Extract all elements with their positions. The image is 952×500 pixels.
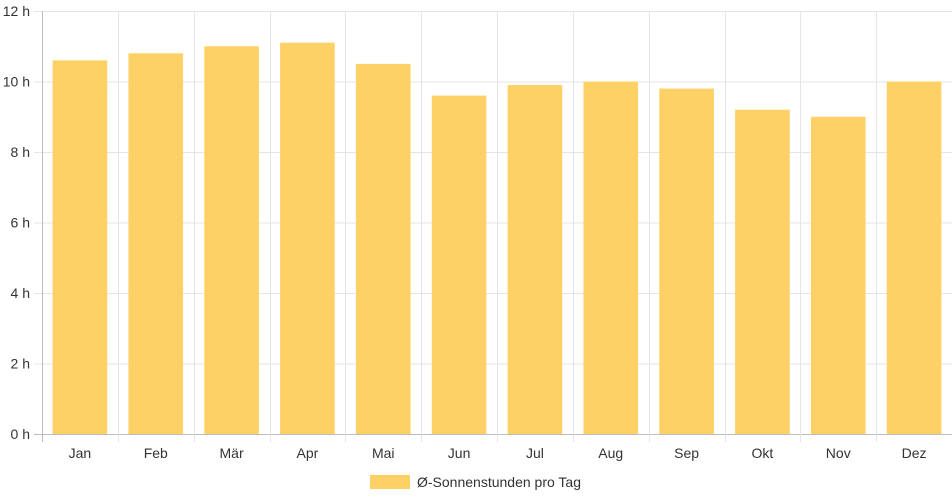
legend[interactable]: Ø-Sonnenstunden pro Tag [370, 474, 581, 490]
grid-lines [34, 11, 952, 442]
y-tick-label: 6 h [11, 215, 30, 231]
bar-dez[interactable] [886, 81, 942, 435]
bar-mai[interactable] [355, 63, 411, 434]
x-tick-label: Sep [674, 445, 699, 461]
x-tick-label: Apr [297, 445, 319, 461]
bar-jul[interactable] [507, 85, 563, 435]
x-tick-label: Nov [826, 445, 851, 461]
x-tick-label: Mär [220, 445, 244, 461]
x-tick-label: Dez [902, 445, 927, 461]
x-axis: Jan Feb Mär Apr Mai Jun Jul Aug Sep Okt Nov Dez [69, 445, 927, 461]
x-tick-label: Jul [526, 445, 544, 461]
y-tick-label: 8 h [11, 144, 30, 160]
legend-swatch[interactable] [370, 475, 410, 489]
y-tick-label: 2 h [11, 356, 30, 372]
x-tick-label: Feb [144, 445, 168, 461]
x-tick-label: Jan [69, 445, 92, 461]
y-tick-label: 4 h [11, 285, 30, 301]
bar-nov[interactable] [810, 116, 866, 434]
x-tick-label: Okt [752, 445, 774, 461]
bar-mär[interactable] [204, 46, 259, 434]
bar-apr[interactable] [280, 42, 335, 434]
bar-feb[interactable] [128, 53, 184, 435]
y-tick-label: 10 h [3, 74, 30, 90]
bar-aug[interactable] [583, 81, 639, 435]
bars [52, 42, 942, 435]
y-tick-label: 0 h [11, 426, 30, 442]
y-tick-label: 12 h [3, 3, 30, 19]
x-tick-label: Mai [372, 445, 395, 461]
x-tick-label: Aug [598, 445, 623, 461]
bar-okt[interactable] [735, 109, 790, 434]
legend-label[interactable]: Ø-Sonnenstunden pro Tag [417, 474, 581, 490]
bar-jun[interactable] [431, 95, 487, 434]
x-tick-label: Jun [448, 445, 471, 461]
y-axis: 0 h 2 h 4 h 6 h 8 h 10 h 12 h [3, 3, 30, 442]
bar-sep[interactable] [659, 88, 714, 435]
bar-jan[interactable] [52, 60, 108, 434]
